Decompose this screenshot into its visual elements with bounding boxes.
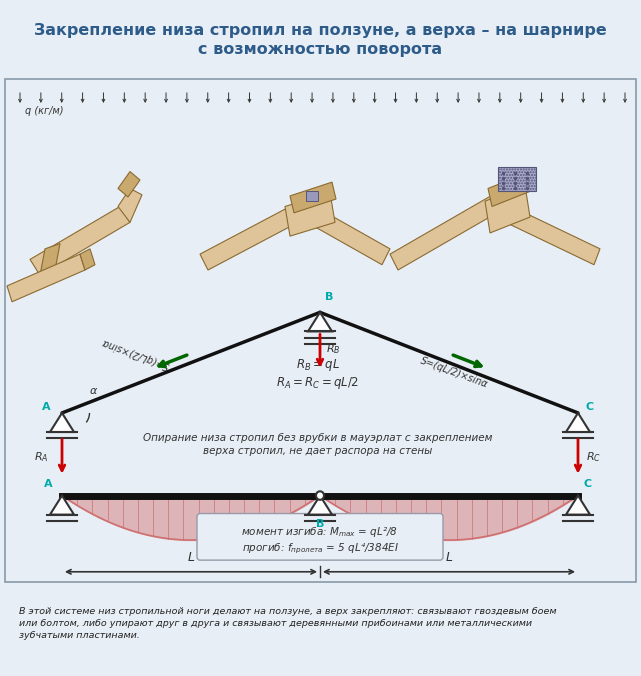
Polygon shape	[50, 496, 74, 514]
Polygon shape	[7, 254, 85, 301]
Text: Опирание низа стропил без врубки в мауэрлат с закреплением
верха стропил, не дае: Опирание низа стропил без врубки в мауэр…	[143, 433, 493, 456]
Text: C: C	[586, 402, 594, 412]
Text: L: L	[188, 551, 194, 564]
Polygon shape	[118, 172, 140, 197]
Text: A: A	[44, 479, 53, 489]
Polygon shape	[80, 249, 95, 270]
Polygon shape	[390, 191, 508, 270]
Polygon shape	[566, 496, 590, 514]
Text: В этой системе низ стропильной ноги делают на ползуне, а верх закрепляют: связыв: В этой системе низ стропильной ноги дела…	[19, 607, 556, 640]
Polygon shape	[30, 206, 130, 275]
Polygon shape	[307, 206, 390, 265]
Polygon shape	[308, 496, 332, 514]
Text: прогиб: $f_{пролета}$ = 5 qL⁴/384EI: прогиб: $f_{пролета}$ = 5 qL⁴/384EI	[242, 541, 399, 556]
Polygon shape	[285, 193, 335, 236]
Text: C: C	[584, 479, 592, 489]
Text: $R_B$: $R_B$	[326, 343, 340, 356]
Text: B: B	[325, 291, 333, 301]
Polygon shape	[290, 182, 336, 213]
Bar	[5, 79, 636, 583]
Text: $R_A=R_C= qL/2$: $R_A=R_C= qL/2$	[276, 375, 360, 391]
Text: L: L	[445, 551, 453, 564]
Polygon shape	[499, 203, 600, 265]
Polygon shape	[488, 172, 532, 206]
Text: S=(qL/2)×sinα: S=(qL/2)×sinα	[100, 337, 171, 370]
Polygon shape	[306, 191, 318, 201]
Text: α: α	[90, 386, 97, 396]
Text: $R_A$: $R_A$	[34, 451, 49, 464]
Circle shape	[316, 491, 324, 500]
Text: момент изгиба: $M_{max}$ = qL²/8: момент изгиба: $M_{max}$ = qL²/8	[242, 525, 399, 539]
Text: B: B	[316, 519, 324, 529]
Polygon shape	[308, 312, 332, 331]
Text: A: A	[42, 402, 51, 412]
Polygon shape	[566, 413, 590, 432]
Polygon shape	[40, 243, 60, 275]
Text: $R_B= qL$: $R_B= qL$	[296, 358, 340, 373]
Polygon shape	[485, 185, 530, 233]
Text: S=(qL/2)×sinα: S=(qL/2)×sinα	[419, 356, 490, 390]
Polygon shape	[200, 196, 318, 270]
Text: Закрепление низа стропил на ползуне, а верха – на шарнире
с возможностью поворот: Закрепление низа стропил на ползуне, а в…	[33, 23, 606, 57]
Polygon shape	[118, 189, 142, 222]
Polygon shape	[50, 413, 74, 432]
FancyBboxPatch shape	[197, 514, 443, 560]
Text: q (кг/м): q (кг/м)	[25, 106, 63, 116]
Polygon shape	[498, 167, 536, 191]
Text: $R_C$: $R_C$	[586, 451, 601, 464]
